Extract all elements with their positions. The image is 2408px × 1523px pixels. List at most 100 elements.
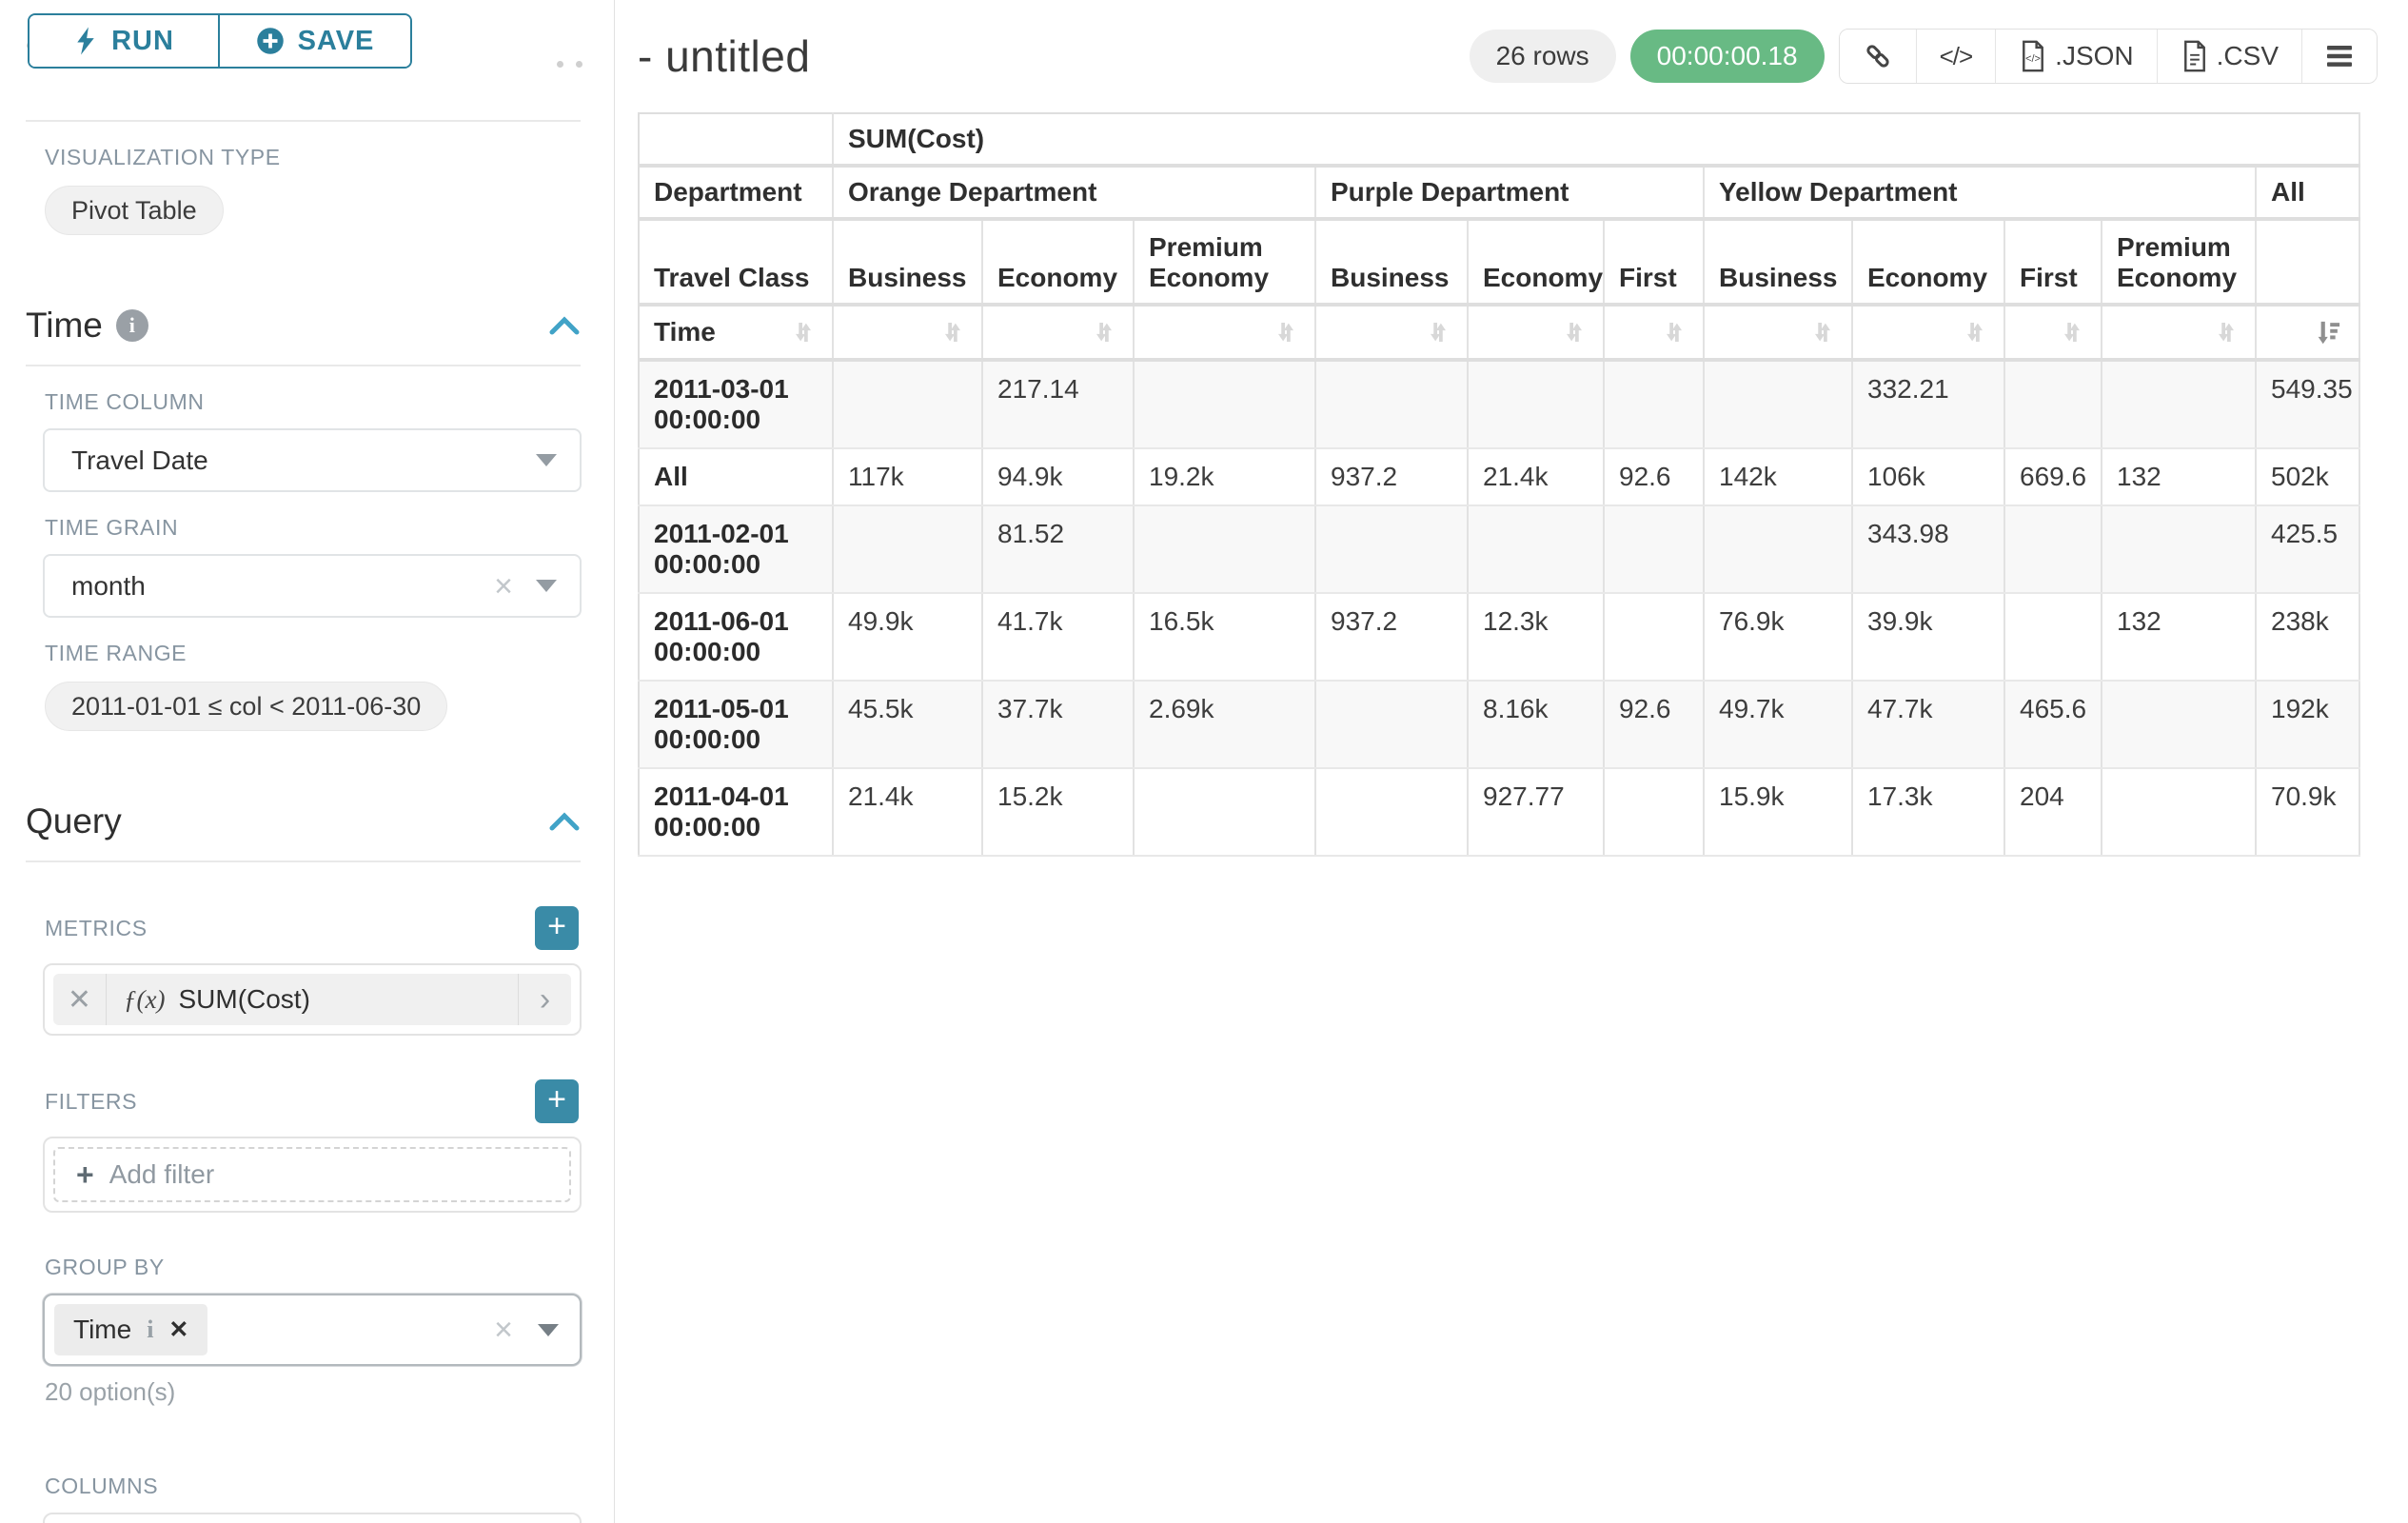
divider	[26, 365, 581, 366]
columns-select[interactable]: Department✕Travel Class✕ ×	[43, 1513, 582, 1523]
panel-resize-handle[interactable]	[557, 61, 582, 68]
pivot-cell	[1315, 681, 1469, 769]
code-icon: </>	[1939, 41, 1974, 70]
sort-icon[interactable]	[1961, 318, 1989, 346]
time-range-label: TIME RANGE	[45, 641, 188, 665]
sort-header-cell[interactable]	[2256, 305, 2361, 362]
sort-header-cell[interactable]	[982, 305, 1135, 362]
pivot-cell: 92.6	[1604, 448, 1705, 506]
divider	[26, 120, 581, 122]
pivot-cell: 45.5k	[833, 681, 983, 769]
chart-panel: - untitled 26 rows 00:00:00.18 </>	[615, 0, 2408, 1523]
group-by-chip[interactable]: Time i ✕	[54, 1304, 208, 1355]
visualization-type-value[interactable]: Pivot Table	[45, 186, 224, 235]
pivot-row-label: All	[639, 448, 834, 506]
group-by-select[interactable]: Time i ✕ ×	[43, 1294, 582, 1366]
clear-icon[interactable]: ×	[494, 1312, 513, 1348]
sort-icon[interactable]	[1660, 318, 1688, 346]
metric-chip[interactable]: ✕ ƒ(x) SUM(Cost) ›	[53, 974, 571, 1025]
pivot-department-header: Purple Department	[1315, 166, 1705, 221]
pivot-cell: 927.77	[1468, 768, 1605, 857]
info-icon: i	[147, 1315, 154, 1343]
pivot-cell	[2102, 360, 2257, 449]
pivot-cell: 132	[2102, 593, 2257, 682]
sort-icon[interactable]	[1560, 318, 1589, 346]
remove-metric-icon[interactable]: ✕	[53, 974, 107, 1025]
clear-icon[interactable]: ×	[494, 567, 513, 604]
chart-title[interactable]: - untitled	[638, 31, 811, 81]
sort-icon[interactable]	[1272, 318, 1300, 346]
sort-header-cell[interactable]	[1852, 305, 2005, 362]
sort-header-cell[interactable]	[1315, 305, 1469, 362]
pivot-cell: 15.9k	[1704, 768, 1853, 857]
chip-remove-icon[interactable]: ✕	[168, 1316, 189, 1343]
time-section-title: Time	[26, 306, 103, 345]
sort-descending-icon[interactable]	[2314, 318, 2344, 346]
pivot-cell: 204	[2004, 768, 2102, 857]
copy-link-button[interactable]	[1839, 30, 1916, 83]
embed-code-button[interactable]: </>	[1915, 30, 1996, 83]
sort-icon[interactable]	[1090, 318, 1118, 346]
group-by-chip-label: Time	[73, 1315, 132, 1344]
pivot-cell	[2004, 360, 2102, 449]
export-csv-label: .CSV	[2216, 41, 2279, 70]
add-filter-label: Add filter	[109, 1159, 215, 1189]
add-filter-plus-button[interactable]: +	[535, 1079, 579, 1123]
svg-text:</>: </>	[2025, 53, 2041, 65]
chevron-up-icon[interactable]	[548, 315, 581, 336]
pivot-cell	[2004, 593, 2102, 682]
plus-icon: +	[76, 1157, 94, 1192]
pivot-cell: 8.16k	[1468, 681, 1605, 769]
pivot-cell	[2102, 505, 2257, 594]
pivot-row-label: 2011-02-01 00:00:00	[639, 505, 834, 594]
export-csv-button[interactable]: .CSV	[2156, 30, 2301, 83]
pivot-cell: 70.9k	[2256, 768, 2361, 857]
sort-header-cell[interactable]: Time	[639, 305, 834, 362]
menu-button[interactable]	[2301, 30, 2377, 83]
sort-header-cell[interactable]	[1604, 305, 1705, 362]
add-metric-button[interactable]: +	[535, 906, 579, 950]
sort-header-cell[interactable]	[2004, 305, 2102, 362]
sort-icon[interactable]	[2058, 318, 2086, 346]
sort-header-cell[interactable]	[2102, 305, 2257, 362]
add-filter-button[interactable]: + Add filter	[53, 1147, 571, 1202]
pivot-cell	[1468, 505, 1605, 594]
sort-icon[interactable]	[938, 318, 967, 346]
sort-icon[interactable]	[789, 318, 818, 346]
pivot-row: All 117k 94.9k 19.2k 937.2 21.4k 92.6 142k 106k 6…	[639, 448, 2361, 506]
pivot-class-header: First	[1604, 219, 1705, 307]
pivot-cell: 49.7k	[1704, 681, 1853, 769]
pivot-class-header: Economy	[1468, 219, 1605, 307]
pivot-cell: 192k	[2256, 681, 2361, 769]
time-grain-select[interactable]: month ×	[43, 554, 582, 618]
sort-header-cell[interactable]	[1468, 305, 1605, 362]
csv-file-icon	[2181, 40, 2209, 72]
chevron-right-icon[interactable]: ›	[518, 974, 571, 1025]
export-json-button[interactable]: </> .JSON	[1995, 30, 2157, 83]
time-range-value[interactable]: 2011-01-01 ≤ col < 2011-06-30	[45, 682, 448, 731]
pivot-cell: 49.9k	[833, 593, 983, 682]
sort-icon[interactable]	[1808, 318, 1837, 346]
pivot-department-header: Yellow Department	[1704, 166, 2257, 221]
pivot-cell: 17.3k	[1852, 768, 2005, 857]
chevron-up-icon[interactable]	[548, 811, 581, 832]
sort-header-cell[interactable]	[1134, 305, 1316, 362]
pivot-cell	[2004, 505, 2102, 594]
pivot-cell: 21.4k	[833, 768, 983, 857]
save-button-label: SAVE	[297, 25, 375, 56]
query-timer-badge: 00:00:00.18	[1629, 30, 1825, 83]
run-button[interactable]: RUN	[30, 15, 220, 67]
pivot-cell: 132	[2102, 448, 2257, 506]
sort-icon[interactable]	[2212, 318, 2240, 346]
sidebar-topbar: Chart Type RUN SAVE	[26, 0, 582, 120]
pivot-cell: 92.6	[1604, 681, 1705, 769]
sort-icon[interactable]	[1424, 318, 1452, 346]
sort-header-cell[interactable]	[833, 305, 983, 362]
pivot-row: 2011-04-01 00:00:00 21.4k 15.2k 927.77 15.9k…	[639, 768, 2361, 857]
time-column-select[interactable]: Travel Date	[43, 428, 582, 492]
save-button[interactable]: SAVE	[220, 15, 410, 67]
time-column-label: TIME COLUMN	[45, 389, 205, 414]
sort-header-cell[interactable]	[1704, 305, 1853, 362]
group-by-label: GROUP BY	[45, 1255, 165, 1279]
link-icon	[1863, 41, 1893, 71]
